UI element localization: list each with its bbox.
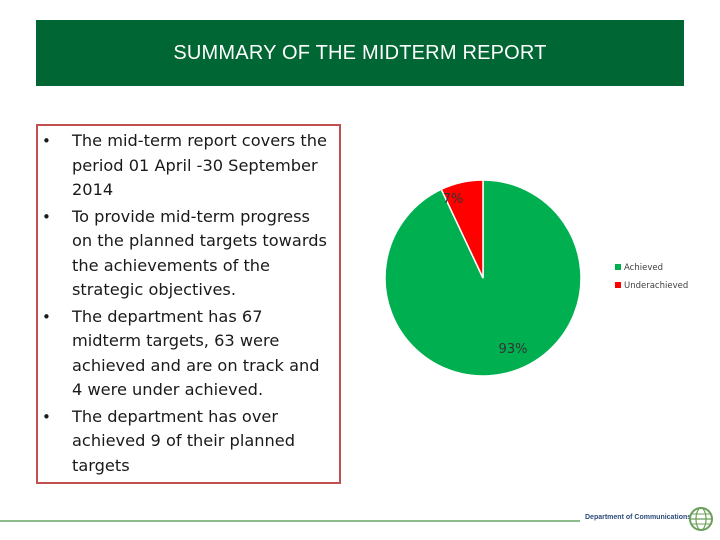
legend-swatch-achieved [615, 264, 621, 270]
data-label-achieved: 93% [499, 342, 528, 357]
footer-divider [0, 520, 580, 522]
bullet-list: • The mid-term report covers the period 0… [38, 129, 333, 478]
globe-logo-icon [689, 507, 713, 531]
bullet-item: • The mid-term report covers the period 0… [42, 131, 327, 199]
title-bar: SUMMARY OF THE MIDTERM REPORT [36, 20, 684, 86]
bullet-item: • The department has over achieved 9 of t… [42, 406, 295, 475]
pie-slice-underachieved [440, 179, 484, 279]
bullet-text: The department has over achieved 9 of th… [72, 406, 295, 475]
page-title: SUMMARY OF THE MIDTERM REPORT [173, 41, 547, 64]
bullet-item: • To provide mid-term progress on the pla… [42, 206, 327, 300]
data-label-underachieved: 7% [443, 192, 464, 207]
pie-chart: 93% 7% Achieved Underachieved [384, 179, 688, 377]
bullet-text: To provide mid-term progress on the plan… [72, 206, 327, 300]
legend-label-underachieved: Underachieved [624, 281, 688, 291]
bullet-text: The department has 67 midterm targets, 6… [72, 306, 320, 400]
bullet-item: • The department has 67 midterm targets, … [42, 306, 320, 400]
legend-swatch-underachieved [615, 282, 621, 288]
bullet-text: The mid-term report covers the period 01… [72, 131, 327, 199]
legend-label-achieved: Achieved [624, 263, 663, 273]
department-name: Department of Communications [585, 514, 692, 521]
summary-text-box: • The mid-term report covers the period 0… [36, 124, 341, 484]
